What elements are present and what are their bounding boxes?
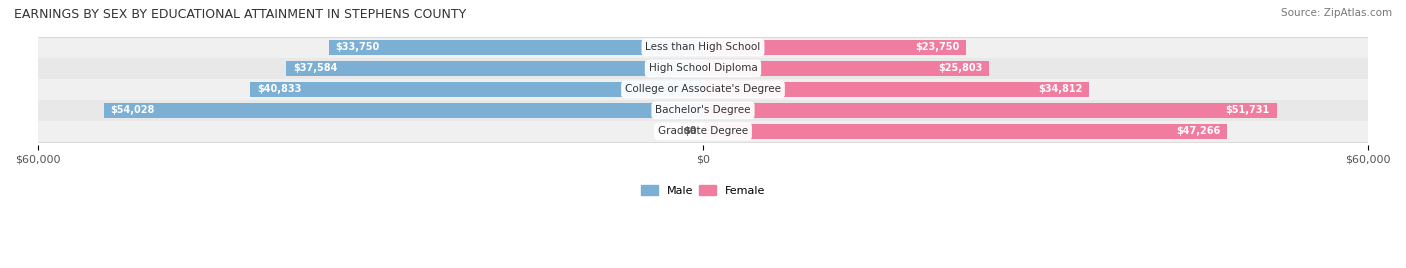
Text: College or Associate's Degree: College or Associate's Degree [626,84,780,94]
Text: $37,584: $37,584 [292,64,337,73]
Text: $51,731: $51,731 [1226,105,1270,116]
Bar [703,82,1090,97]
Bar [38,37,1368,58]
Text: $34,812: $34,812 [1038,84,1083,94]
Bar [703,103,1277,118]
Text: $40,833: $40,833 [257,84,301,94]
Text: High School Diploma: High School Diploma [648,64,758,73]
Text: Less than High School: Less than High School [645,42,761,53]
Bar [38,121,1368,142]
Bar [38,79,1368,100]
Bar [38,58,1368,79]
Bar [104,103,703,118]
Text: Graduate Degree: Graduate Degree [658,126,748,136]
Bar [250,82,703,97]
Bar [703,124,1227,139]
Bar [287,61,703,76]
Bar [329,40,703,55]
Text: $54,028: $54,028 [111,105,155,116]
Bar [703,61,988,76]
Legend: Male, Female: Male, Female [637,181,769,201]
Text: $25,803: $25,803 [938,64,983,73]
Bar [38,100,1368,121]
Bar [703,40,966,55]
Text: $33,750: $33,750 [336,42,380,53]
Text: $47,266: $47,266 [1177,126,1220,136]
Text: EARNINGS BY SEX BY EDUCATIONAL ATTAINMENT IN STEPHENS COUNTY: EARNINGS BY SEX BY EDUCATIONAL ATTAINMEN… [14,8,467,21]
Text: $23,750: $23,750 [915,42,960,53]
Text: Source: ZipAtlas.com: Source: ZipAtlas.com [1281,8,1392,18]
Text: Bachelor's Degree: Bachelor's Degree [655,105,751,116]
Text: $0: $0 [683,126,696,136]
